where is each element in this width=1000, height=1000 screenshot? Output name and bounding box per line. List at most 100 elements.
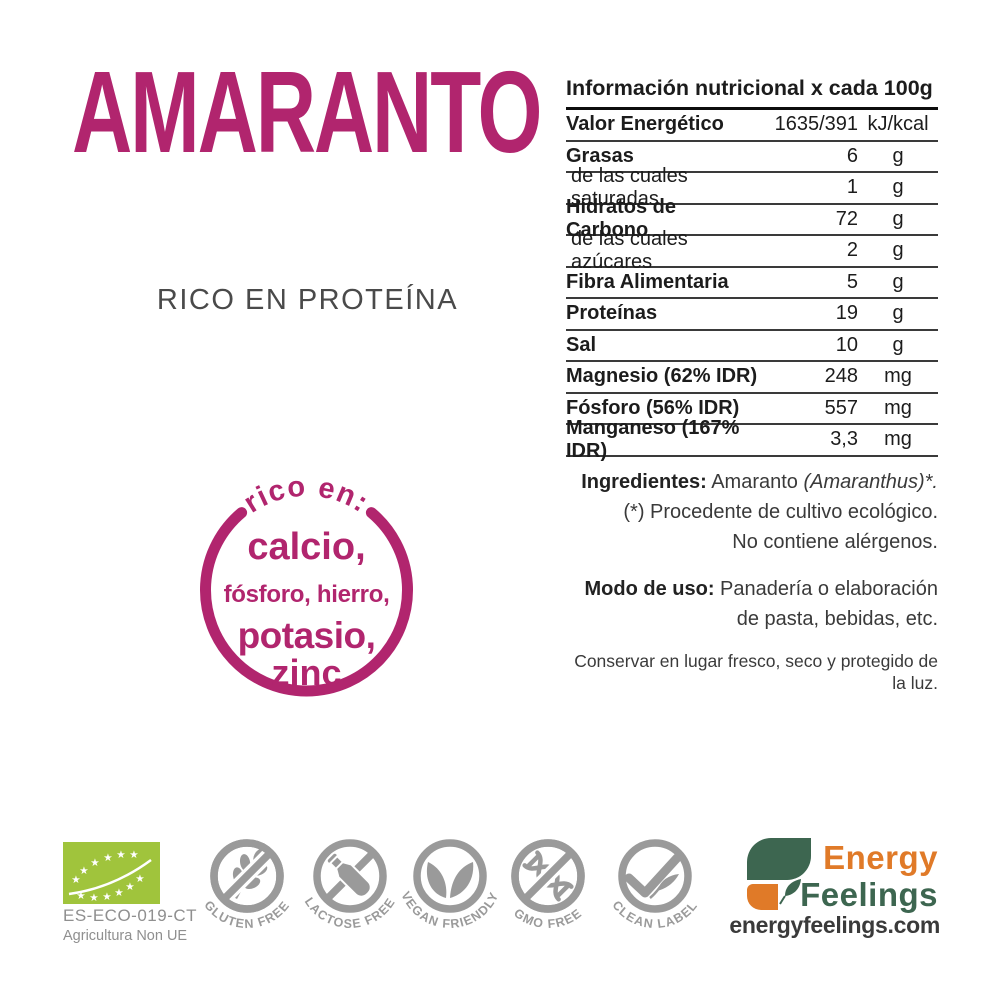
row-label: Fibra Alimentaria	[566, 270, 729, 293]
row-value: 72	[835, 207, 858, 230]
usage-text: Panadería o elaboración de pasta, bebida…	[720, 578, 938, 630]
svg-text:★: ★	[90, 857, 100, 869]
nutrition-table: Información nutricional x cada 100g Valo…	[566, 74, 938, 462]
row-value: 10	[835, 333, 858, 356]
svg-text:★: ★	[76, 890, 86, 902]
svg-text:★: ★	[114, 887, 124, 899]
eu-leaf-stars: ★ ★ ★ ★ ★★ ★★ ★ ★ ★ ★	[71, 849, 145, 904]
row-unit: mg	[884, 428, 912, 451]
leaves-icon	[426, 862, 474, 898]
product-title: AMARANTO	[72, 47, 543, 177]
stamp-line-zinc: zinc	[271, 652, 341, 693]
row-label: Manganeso (167% IDR)	[566, 416, 740, 462]
nutrition-table-header: Información nutricional x cada 100g	[566, 74, 938, 110]
row-label: Sal	[566, 333, 597, 356]
row-unit: g	[892, 176, 904, 199]
brand-name-energy: Energy	[823, 839, 938, 876]
row-label: de las cuales azúcares	[571, 227, 688, 273]
table-row: Fibra Alimentaria 5 g	[566, 268, 938, 299]
milk-bottle-icon	[325, 851, 372, 898]
table-row: Sal 10 g	[566, 331, 938, 362]
brand-website: energyfeelings.com	[729, 912, 940, 938]
ingredients-latin: (Amaranthus)*.	[803, 471, 939, 493]
badge-label: GLUTEN FREE	[201, 898, 292, 931]
row-label: Magnesio (62% IDR)	[566, 365, 758, 388]
svg-text:★: ★	[102, 891, 112, 903]
eu-organic-logo: ★ ★ ★ ★ ★★ ★★ ★ ★ ★ ★	[63, 842, 160, 904]
row-value: 3,3	[830, 428, 858, 451]
table-row: de las cuales saturadas 1 g	[566, 165, 938, 210]
row-unit: g	[892, 239, 904, 262]
row-value: 248	[824, 365, 858, 388]
prohibition-slash-icon	[522, 850, 574, 902]
rich-in-stamp: rico en: calcio, fósforo, hierro, potasi…	[200, 471, 413, 697]
row-label: Grasas	[566, 144, 634, 167]
badge-label: LACTOSE FREE	[302, 895, 398, 931]
row-unit: g	[892, 270, 904, 293]
usage-line: Modo de uso: Panadería o elaboración de …	[566, 574, 939, 634]
gmo-free-badge: GMO FREE	[511, 839, 585, 931]
usage-heading: Modo de uso:	[584, 578, 715, 600]
row-unit: mg	[884, 396, 912, 419]
energy-feelings-logo	[747, 838, 811, 910]
row-value: 5	[846, 270, 858, 293]
ingredients-line: Ingredientes: Amaranto (Amaranthus)*.	[566, 467, 938, 497]
row-unit: g	[892, 207, 904, 230]
row-label: Proteínas	[566, 302, 658, 325]
table-row: Valor Energético 1635/391 kJ/kcal	[566, 110, 938, 142]
eu-certification-code: ES-ECO-019-CT	[63, 906, 198, 925]
stamp-line-fosforo: fósforo, hierro,	[224, 581, 390, 608]
row-value: 1635/391	[774, 113, 858, 136]
table-row: de las cuales azúcares 2 g	[566, 228, 938, 273]
svg-text:★: ★	[71, 874, 81, 886]
svg-text:★: ★	[79, 865, 89, 877]
logo-sprout-leaf	[779, 879, 801, 905]
row-unit: g	[892, 144, 904, 167]
row-value: 1	[846, 176, 858, 199]
svg-text:★: ★	[116, 849, 126, 861]
svg-text:★: ★	[135, 873, 145, 885]
gluten-free-badge: GLUTEN FREE	[201, 839, 292, 931]
svg-text:★: ★	[129, 849, 139, 861]
table-row: Fósforo (56% IDR) 557 mg	[566, 394, 938, 425]
row-label: Fósforo (56% IDR)	[566, 396, 740, 419]
ingredients-name: Amaranto	[711, 471, 798, 493]
eu-agriculture-origin: Agricultura Non UE	[63, 928, 188, 944]
badge-label: CLEAN LABEL	[609, 898, 700, 931]
stamp-arc-text: rico en:	[238, 471, 375, 520]
row-unit: g	[892, 302, 904, 325]
row-label: Hidratos de Carbono	[566, 196, 677, 242]
table-row: Magnesio (62% IDR) 248 mg	[566, 362, 938, 394]
origin-note: (*) Procedente de cultivo ecológico.	[623, 501, 938, 523]
row-label: Valor Energético	[566, 113, 724, 136]
svg-text:★: ★	[89, 892, 99, 904]
svg-text:★: ★	[125, 881, 135, 893]
row-unit: kJ/kcal	[867, 113, 929, 136]
table-row: Grasas 6 g	[566, 142, 938, 173]
eu-leaf-vein	[68, 858, 152, 896]
ingredients-heading: Ingredientes:	[581, 471, 707, 493]
row-unit: g	[892, 333, 904, 356]
table-row: Proteínas 19 g	[566, 299, 938, 331]
stamp-line-potasio: potasio,	[238, 615, 376, 656]
row-value: 19	[835, 302, 858, 325]
stamp-circle	[200, 507, 413, 697]
allergen-note: No contiene alérgenos.	[732, 531, 938, 553]
logo-orange-leaf	[747, 884, 778, 910]
table-row: Hidratos de Carbono 72 g	[566, 196, 938, 241]
prohibition-slash-icon	[221, 850, 273, 902]
check-leaf-icon	[624, 853, 682, 899]
lactose-free-badge: LACTOSE FREE	[302, 839, 398, 931]
product-subtitle: RICO EN PROTEÍNA	[156, 284, 459, 316]
table-row: Manganeso (167% IDR) 3,3 mg	[566, 417, 938, 462]
clean-label-badge: CLEAN LABEL	[609, 839, 700, 931]
vegan-friendly-badge: VEGAN FRIENDLY	[398, 839, 500, 931]
row-value: 557	[824, 396, 858, 419]
info-text-block: Ingredientes: Amaranto (Amaranthus)*. (*…	[566, 467, 938, 694]
eu-logo-background	[63, 842, 160, 904]
row-value: 6	[846, 144, 858, 167]
brand-name-feelings: Feelings	[800, 876, 938, 913]
svg-text:★: ★	[103, 852, 113, 864]
logo-green-leaf	[747, 838, 811, 880]
